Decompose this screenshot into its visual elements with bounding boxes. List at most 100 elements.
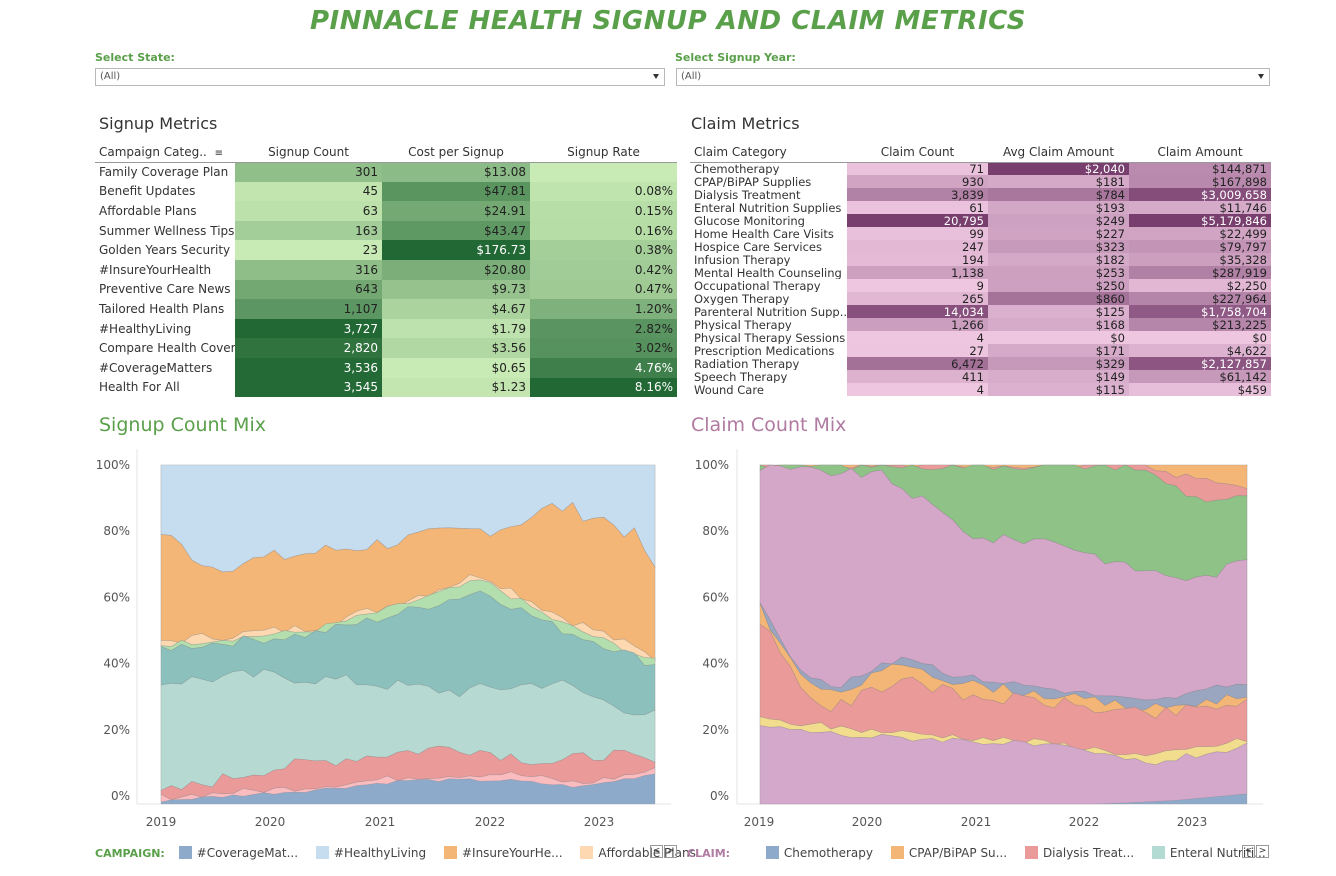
table-row[interactable]: Mental Health Counseling 1,138 $253 $287,91…: [690, 266, 1271, 279]
series-area[interactable]: [759, 464, 1248, 503]
table-row[interactable]: #CoverageMatters 3,536 $0.65 4.76%: [95, 357, 677, 378]
table-row[interactable]: #InsureYourHealth 316 $20.80 0.42%: [95, 259, 677, 280]
series-area[interactable]: [160, 579, 656, 666]
legend-item[interactable]: Affordable Plans: [580, 846, 696, 860]
table-cell: $227,964: [1129, 292, 1271, 305]
table-cell: $171: [988, 344, 1129, 357]
table-row[interactable]: Tailored Health Plans 1,107 $4.67 1.20%: [95, 299, 677, 319]
table-row[interactable]: Physical Therapy Sessions 4 $0 $0: [690, 331, 1271, 344]
legend-item[interactable]: #CoverageMat...: [178, 846, 298, 860]
series-area[interactable]: [759, 464, 1248, 701]
table-cell: Dialysis Treatment: [694, 188, 801, 201]
table-cell: $459: [1129, 383, 1271, 396]
table-row[interactable]: Summer Wellness Tips 163 $43.47 0.16%: [95, 220, 677, 241]
sort-icon[interactable]: ≡: [214, 147, 224, 159]
table-row[interactable]: Glucose Monitoring 20,795 $249 $5,179,846: [690, 214, 1271, 227]
table-row[interactable]: Preventive Care News 643 $9.73 0.47%: [95, 279, 677, 300]
table-row[interactable]: Parenteral Nutrition Supp.. 14,034 $125 $1,…: [690, 305, 1271, 318]
series-area[interactable]: [160, 669, 656, 791]
table-row[interactable]: Oxygen Therapy 265 $860 $227,964: [690, 292, 1271, 305]
series-area[interactable]: [160, 745, 656, 801]
legend-item[interactable]: Enteral Nutriti...: [1151, 846, 1266, 860]
series-area[interactable]: [759, 464, 1248, 805]
table-cell: 1,266: [847, 318, 988, 331]
table-row[interactable]: Golden Years Security 23 $176.73 0.38%: [95, 240, 677, 260]
table-cell: Prescription Medications: [694, 344, 835, 357]
year-select-value: (All): [681, 71, 702, 82]
y-tick-label: 100%: [96, 458, 130, 472]
y-tick-label: 60%: [702, 590, 729, 604]
table-cell: $4,622: [1129, 344, 1271, 357]
series-area[interactable]: [759, 601, 1248, 711]
claim-legend: CLAIM: Chemotherapy CPAP/BiPAP Su... Dia…: [687, 846, 1280, 860]
series-area[interactable]: [160, 464, 656, 805]
series-area[interactable]: [759, 603, 1248, 719]
table-cell: #InsureYourHealth: [99, 262, 212, 277]
series-area[interactable]: [760, 464, 1248, 490]
series-area[interactable]: [160, 767, 656, 803]
chevron-right-icon[interactable]: >: [1256, 845, 1269, 858]
table-row[interactable]: Family Coverage Plan 301 $13.08: [95, 162, 677, 182]
legend-item[interactable]: Dialysis Treat...: [1024, 846, 1134, 860]
table-row[interactable]: Hospice Care Services 247 $323 $79,797: [690, 240, 1271, 253]
table-row[interactable]: Wound Care 4 $115 $459: [690, 383, 1271, 396]
series-area[interactable]: [160, 574, 656, 662]
series-area[interactable]: [160, 464, 656, 573]
state-select[interactable]: (All): [95, 68, 665, 86]
dropdown-arrow-icon: [653, 74, 659, 79]
signup-mix-title: Signup Count Mix: [99, 414, 266, 436]
table-cell: $0: [988, 331, 1129, 344]
table-row[interactable]: Chemotherapy 71 $2,040 $144,871: [690, 162, 1271, 175]
y-tick-label: 80%: [702, 524, 729, 538]
table-cell: 45: [235, 181, 382, 202]
column-header[interactable]: Campaign Categ.. ≡: [95, 142, 235, 163]
table-cell: Parenteral Nutrition Supp..: [694, 305, 847, 318]
series-area[interactable]: [160, 501, 656, 662]
table-row[interactable]: Physical Therapy 1,266 $168 $213,225: [690, 318, 1271, 331]
table-cell: 0.38%: [530, 240, 677, 260]
x-tick-label: 2022: [1069, 815, 1100, 829]
chevron-left-icon[interactable]: <: [650, 845, 663, 858]
table-cell: 2.82%: [530, 318, 677, 339]
table-row[interactable]: Benefit Updates 45 $47.81 0.08%: [95, 181, 677, 202]
table-row[interactable]: Compare Health Cover.. 2,820 $3.56 3.02%: [95, 338, 677, 358]
table-cell: 1,107: [235, 299, 382, 319]
table-row[interactable]: CPAP/BiPAP Supplies 930 $181 $167,898: [690, 175, 1271, 188]
table-cell: 930: [847, 175, 988, 188]
table-row[interactable]: #HealthyLiving 3,727 $1.79 2.82%: [95, 318, 677, 339]
claim-metrics-title: Claim Metrics: [691, 114, 800, 133]
chevron-right-icon[interactable]: >: [664, 845, 677, 858]
table-row[interactable]: Infusion Therapy 194 $182 $35,328: [690, 253, 1271, 266]
y-tick-label: 40%: [702, 657, 729, 671]
table-cell: $11,746: [1129, 201, 1271, 214]
y-tick-label: 80%: [103, 524, 130, 538]
table-row[interactable]: Speech Therapy 411 $149 $61,142: [690, 370, 1271, 383]
table-row[interactable]: Occupational Therapy 9 $250 $2,250: [690, 279, 1271, 292]
y-tick-label: 100%: [695, 458, 729, 472]
chevron-left-icon[interactable]: <: [1242, 845, 1255, 858]
legend-item[interactable]: Chemotherapy: [765, 846, 873, 860]
table-cell: 9: [847, 279, 988, 292]
legend-item[interactable]: #HealthyLiving: [315, 846, 426, 860]
table-row[interactable]: Home Health Care Visits 99 $227 $22,499: [690, 227, 1271, 240]
legend-item[interactable]: #InsureYourHe...: [443, 846, 563, 860]
table-row[interactable]: Affordable Plans 63 $24.91 0.15%: [95, 201, 677, 221]
table-row[interactable]: Prescription Medications 27 $171 $4,622: [690, 344, 1271, 357]
year-select[interactable]: (All): [676, 68, 1270, 86]
table-cell: 247: [847, 240, 988, 253]
series-area[interactable]: [759, 716, 1248, 766]
series-area[interactable]: [160, 590, 656, 716]
table-row[interactable]: Radiation Therapy 6,472 $329 $2,127,857: [690, 357, 1271, 370]
series-area[interactable]: [759, 725, 1248, 805]
column-header: Signup Rate: [530, 142, 677, 163]
table-cell: Hospice Care Services: [694, 240, 822, 253]
series-area[interactable]: [759, 464, 1248, 582]
legend-item[interactable]: CPAP/BiPAP Su...: [890, 846, 1007, 860]
table-row[interactable]: Dialysis Treatment 3,839 $784 $3,009,658: [690, 188, 1271, 201]
table-cell: $61,142: [1129, 370, 1271, 383]
table-row[interactable]: Health For All 3,545 $1.23 8.16%: [95, 377, 677, 398]
table-cell: [530, 162, 677, 182]
table-cell: $213,225: [1129, 318, 1271, 331]
series-area[interactable]: [759, 623, 1248, 757]
table-row[interactable]: Enteral Nutrition Supplies 61 $193 $11,746: [690, 201, 1271, 214]
